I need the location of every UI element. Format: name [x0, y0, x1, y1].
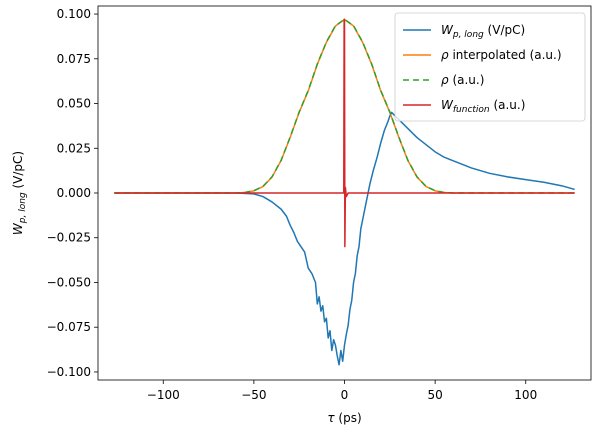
legend-entry: Wfunction (a.u.) [441, 98, 525, 115]
x-axis-label-unit: (ps) [335, 411, 362, 425]
y-tick-label: 0.000 [57, 186, 91, 200]
y-tick-label: −0.100 [47, 365, 91, 379]
series-line-4 [114, 18, 575, 248]
series-line-3 [114, 18, 575, 194]
y-tick-label: 0.025 [57, 141, 91, 155]
x-tick-label: 50 [427, 388, 442, 402]
legend-entry-subscript: p, long [452, 30, 484, 40]
x-tick-label: −100 [147, 388, 180, 402]
legend-entry-symbol: ρ [441, 48, 449, 62]
legend-entry: ρ (a.u.) [441, 73, 484, 87]
legend-entry: ρ interpolated (a.u.) [441, 48, 562, 62]
legend-entry-symbol: ρ [441, 73, 449, 87]
x-axis-label-symbol: τ [327, 411, 335, 425]
x-tick-label: 100 [514, 388, 537, 402]
legend-entry-subscript: function [453, 105, 490, 115]
x-axis-label: τ (ps) [327, 411, 361, 425]
y-axis-label-symbol: W [11, 222, 25, 235]
y-axis-label-subscript: p, long [18, 192, 28, 224]
x-axis-ticks: −100 −50 0 50 100 [147, 380, 537, 402]
y-axis-label-unit: (V/pC) [11, 151, 25, 192]
y-axis-label: Wp, long (V/pC) [11, 151, 28, 235]
legend-entry-unit: (a.u.) [449, 73, 485, 87]
legend-entry-unit: interpolated (a.u.) [449, 48, 562, 62]
y-tick-label: −0.050 [47, 275, 91, 289]
y-tick-label: −0.025 [47, 231, 91, 245]
series-layer [114, 18, 575, 366]
series-line-1 [114, 111, 575, 366]
legend-entry-symbol: W [441, 23, 454, 37]
legend-entry-unit: (V/pC) [484, 23, 525, 37]
y-tick-label: −0.075 [47, 320, 91, 334]
legend: Wp, long (V/pC)ρ interpolated (a.u.)ρ (a… [394, 12, 586, 122]
y-tick-label: 0.050 [57, 97, 91, 111]
legend-box [394, 12, 586, 122]
y-tick-label: 0.100 [57, 7, 91, 21]
y-tick-label: 0.075 [57, 52, 91, 66]
x-tick-label: −50 [241, 388, 266, 402]
x-tick-label: 0 [341, 388, 349, 402]
y-axis-ticks: −0.100 −0.075 −0.050 −0.025 0.000 0.025 0.050 0… [47, 7, 98, 379]
legend-entry-symbol: W [441, 98, 454, 112]
legend-entry-unit: (a.u.) [490, 98, 526, 112]
legend-entry: Wp, long (V/pC) [441, 23, 525, 40]
